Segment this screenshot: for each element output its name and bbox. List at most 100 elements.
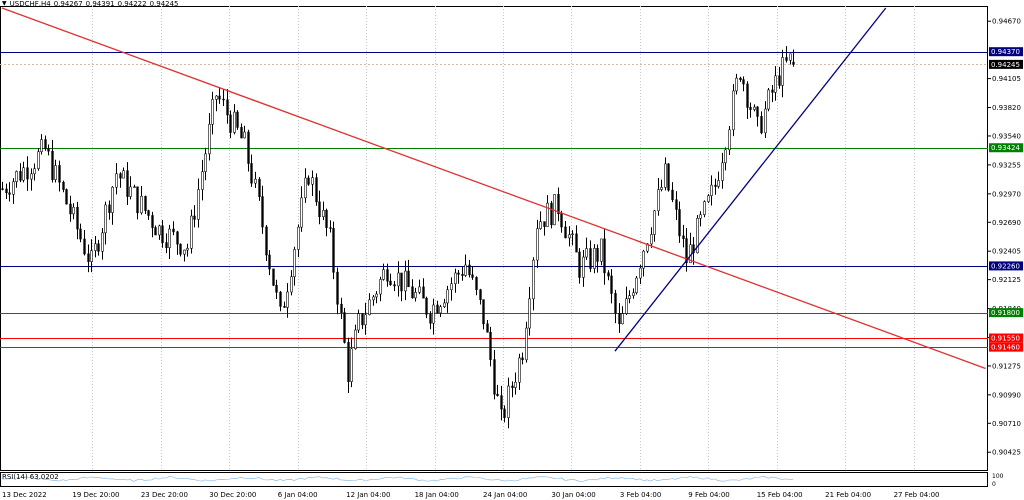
y-tick-label: 0.90990 — [992, 391, 1021, 399]
y-tick-label: 0.92405 — [992, 248, 1021, 256]
candle-body — [119, 173, 122, 179]
candle-body — [372, 296, 375, 301]
price-tag — [989, 261, 1023, 271]
price-tag — [989, 333, 1023, 343]
y-tick-label: 0.93255 — [992, 161, 1021, 169]
candle-body — [625, 298, 628, 314]
candle-body — [26, 167, 29, 180]
y-tick-label: 0.92125 — [992, 276, 1021, 284]
candle-body — [667, 163, 670, 191]
price-tag-label: 0.91800 — [991, 309, 1020, 317]
candle-body — [404, 270, 407, 292]
candle-body — [699, 214, 702, 219]
candle-body — [211, 99, 214, 125]
candle-body — [543, 221, 546, 227]
candle-body — [482, 299, 485, 325]
candle-body — [560, 213, 563, 228]
candle-body — [778, 75, 781, 86]
candle-body — [33, 168, 36, 175]
candle-body — [315, 177, 318, 203]
x-tick-label: 30 Jan 04:00 — [551, 491, 595, 499]
y-tick-label: 0.91275 — [992, 362, 1021, 370]
candle-body — [279, 291, 282, 307]
trendline-ascending[interactable] — [614, 7, 887, 352]
candle-body — [122, 170, 125, 179]
candle-body — [286, 291, 289, 308]
candle-body — [785, 57, 788, 61]
candle-body — [717, 180, 720, 187]
candle-body — [129, 186, 132, 197]
candle-body — [603, 238, 606, 274]
candle-body — [493, 359, 496, 395]
candle-body — [229, 114, 232, 133]
candle-body — [247, 131, 250, 164]
candle-body — [44, 139, 47, 150]
candle-body — [511, 385, 514, 388]
candle-body — [450, 283, 453, 291]
candle-body — [115, 173, 118, 188]
candle-body — [429, 313, 432, 324]
candle-body — [464, 264, 467, 276]
candle-body — [361, 313, 364, 326]
candle-body — [532, 259, 535, 300]
candle-body — [518, 357, 521, 383]
candle-body — [233, 111, 236, 133]
candle-body — [735, 77, 738, 92]
candle-body — [240, 127, 243, 139]
candle-body — [781, 57, 784, 86]
candle-body — [457, 272, 460, 275]
candle-body — [607, 272, 610, 277]
candle-body — [272, 268, 275, 286]
candle-body — [172, 228, 175, 233]
dropdown-arrow-icon[interactable]: ▼ — [2, 0, 7, 7]
candle-body — [347, 342, 350, 383]
candle-body — [186, 248, 189, 251]
candle-body — [382, 269, 385, 280]
candle-body — [739, 77, 742, 80]
candle-body — [40, 139, 43, 153]
candle-body — [208, 123, 211, 155]
candle-body — [600, 238, 603, 262]
candle-body — [243, 131, 246, 139]
candle-body — [165, 242, 168, 248]
candle-body — [660, 187, 663, 190]
candle-body — [283, 306, 286, 308]
candle-body — [386, 269, 389, 282]
candle-body — [47, 148, 50, 152]
candle-body — [710, 184, 713, 197]
plot-frame — [0, 6, 988, 471]
candle-body — [126, 170, 129, 197]
candle-body — [111, 186, 114, 213]
candle-body — [642, 250, 645, 269]
candle-body — [30, 173, 33, 180]
candle-body — [792, 61, 795, 65]
candle-body — [439, 306, 442, 314]
x-tick-label: 3 Feb 04:00 — [620, 491, 661, 499]
candle-body — [724, 149, 727, 164]
candle-body — [158, 225, 161, 236]
candle-body — [297, 226, 300, 250]
candle-body — [197, 189, 200, 220]
rsi-label: RSI(14) 63.0202 — [2, 473, 59, 481]
rsi-name: RSI(14) — [2, 473, 28, 481]
candle-body — [218, 95, 221, 100]
candle-body — [500, 395, 503, 410]
candle-body — [65, 189, 68, 205]
candle-body — [37, 151, 40, 169]
candle-body — [72, 206, 75, 215]
candle-body — [311, 177, 314, 185]
trendline-descending[interactable] — [1, 7, 986, 370]
candle-body — [468, 264, 471, 276]
y-tick-label: 0.92690 — [992, 219, 1021, 227]
candle-body — [22, 167, 25, 181]
candle-body — [397, 272, 400, 287]
candle-body — [721, 162, 724, 181]
candle-body — [190, 215, 193, 249]
candle-body — [767, 89, 770, 110]
candle-body — [364, 314, 367, 326]
candle-body — [204, 153, 207, 172]
candle-body — [771, 89, 774, 93]
candle-body — [87, 253, 90, 262]
candle-body — [525, 327, 528, 361]
